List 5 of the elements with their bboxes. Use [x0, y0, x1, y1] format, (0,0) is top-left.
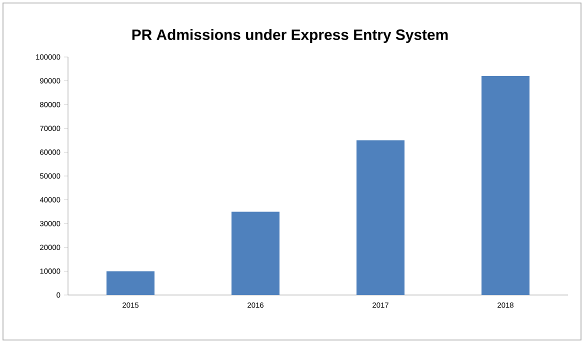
bar — [356, 140, 405, 295]
bar — [232, 212, 280, 295]
chart-title: PR Admissions under Express Entry System — [132, 29, 448, 43]
bar — [482, 76, 530, 295]
bar — [106, 271, 154, 295]
